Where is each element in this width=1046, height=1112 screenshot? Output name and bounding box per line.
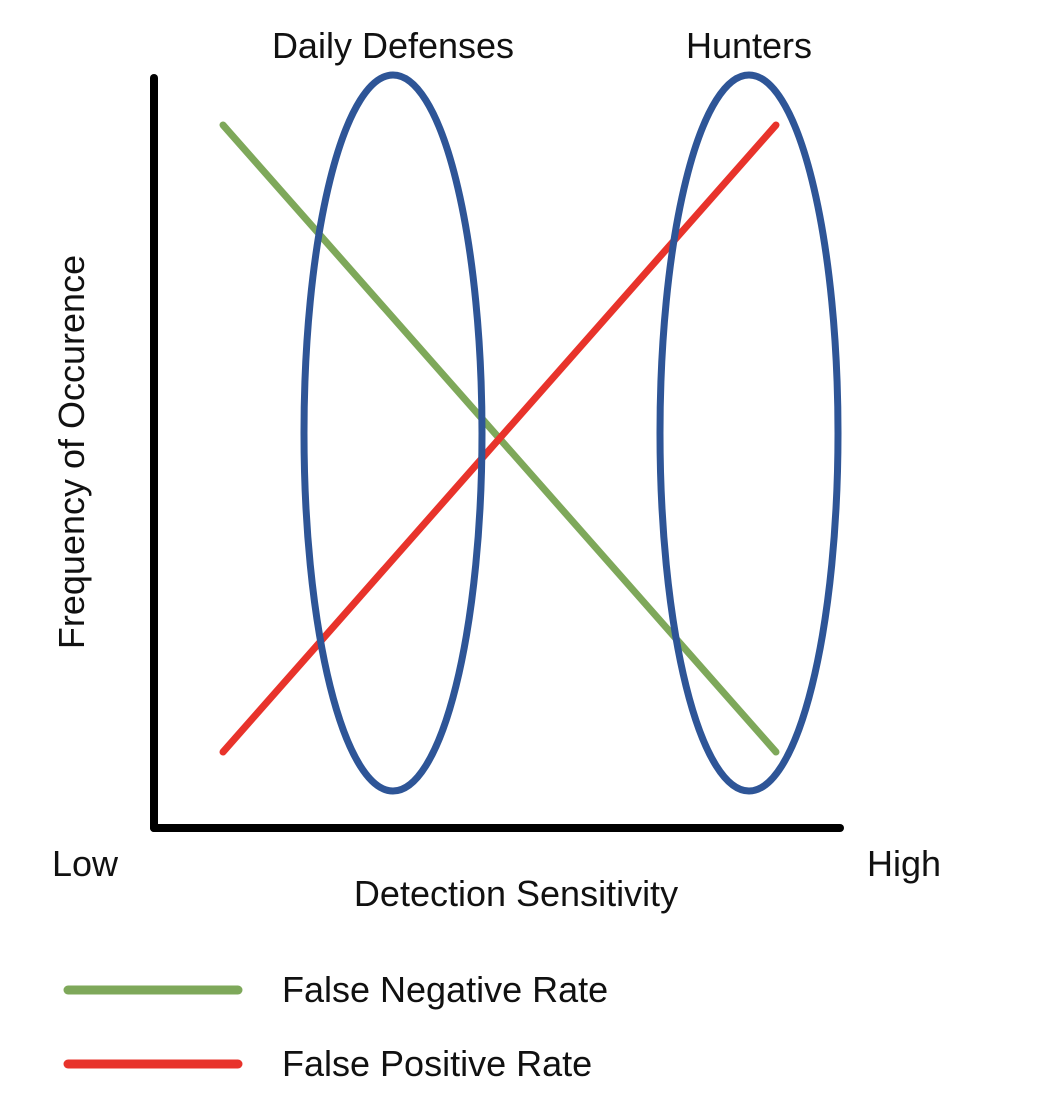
y-axis-label: Frequency of Occurence <box>51 255 92 649</box>
hunters-label: Hunters <box>686 25 812 66</box>
x-axis-low-label: Low <box>52 843 119 884</box>
hunters-ellipse <box>656 71 842 795</box>
x-axis-label: Detection Sensitivity <box>354 873 678 914</box>
legend-label-false-positive: False Positive Rate <box>282 1043 592 1084</box>
false-positive-rate-line <box>219 121 780 756</box>
daily-defenses-label: Daily Defenses <box>272 25 514 66</box>
legend-label-false-negative: False Negative Rate <box>282 969 608 1010</box>
x-axis-high-label: High <box>867 843 941 884</box>
legend: False Negative Rate False Positive Rate <box>63 969 608 1084</box>
daily-defenses-ellipse <box>300 71 486 795</box>
